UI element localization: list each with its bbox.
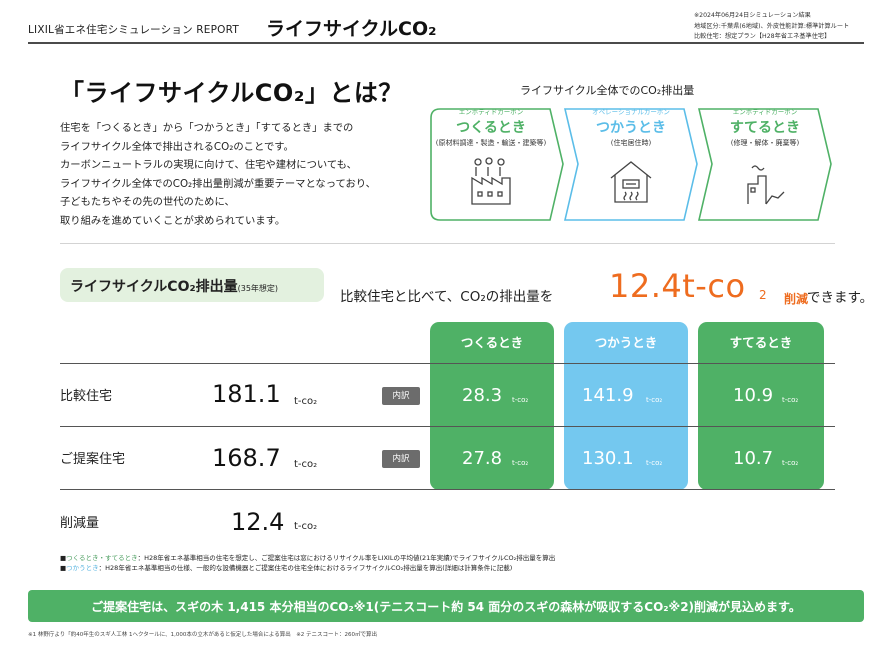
lifecycle-label-text: ライフサイクルCO₂排出量: [70, 279, 238, 295]
row-total-unit: t-co₂: [294, 396, 318, 407]
column-suteru: [698, 322, 824, 490]
breakdown-badge: 内訳: [382, 387, 420, 405]
cell-unit: t-co₂: [512, 459, 529, 467]
note-2: ■つかうとき：H28年省エネ基準相当の仕様、一般的な設備機器とご提案住宅の住宅全…: [60, 562, 512, 572]
report-meta: ※2024年06月24日シミュレーション結果 地域区分:千葉県(6地域)、外皮性…: [694, 11, 849, 43]
breakdown-badge: 内訳: [382, 450, 420, 468]
cell-unit: t-co₂: [782, 459, 799, 467]
step-name: つくるとき: [456, 120, 526, 136]
reduction-word: 削減: [784, 292, 809, 306]
step-tsukau: オペレーショナルカーボン つかうとき (住宅居住時): [564, 108, 714, 221]
cell-unit: t-co₂: [512, 396, 529, 404]
row-label: 比較住宅: [60, 389, 113, 404]
meta-date: ※2024年06月24日シミュレーション結果: [694, 12, 811, 19]
column-header: つかうとき: [594, 335, 658, 350]
intro-line: ライフサイクル全体で排出されるCO₂のことです。: [60, 140, 294, 153]
note-text: ：H28年省エネ基準相当の住宅を想定し、ご提案住宅は窓におけるリサイクル率をLI…: [137, 554, 556, 562]
section-title: 「ライフサイクルCO₂」とは？: [60, 79, 403, 107]
column-header: つくるとき: [460, 335, 524, 350]
intro-line: カーボンニュートラルの実現に向けて、住宅や建材についても、: [60, 159, 357, 171]
cell-value: 27.8: [462, 448, 503, 469]
note-1: ■つくるとき・すてるとき：H28年省エネ基準相当の住宅を想定し、ご提案住宅は窓に…: [60, 552, 555, 562]
lifecycle-label-pill: [60, 268, 324, 302]
section-divider: [60, 243, 835, 244]
summary-banner: [28, 590, 864, 622]
intro-line: 取り組みを進めていくことが求められています。: [60, 214, 286, 227]
table-rule: [60, 363, 835, 364]
footnote: ※1 林野庁より「約40年生のスギ人工林 1ヘクタールに、1,000本の立木があ…: [28, 632, 378, 638]
compare-text: 比較住宅と比べて、CO₂の排出量を: [340, 289, 554, 305]
step-suteru: エンボディドカーボン すてるとき (修理・解体・廃棄等): [698, 108, 848, 221]
column-tsukau: [564, 322, 688, 490]
intro-line: 子どもたちやその先の世代のために、: [60, 196, 235, 208]
step-tag: オペレーショナルカーボン: [592, 108, 670, 116]
report-title: ライフサイクルCO₂: [266, 18, 437, 40]
meta-compare-plan: 比較住宅：想定プラン【H28年省エネ基準住宅】: [694, 33, 831, 40]
column-tsukuru: [430, 322, 554, 490]
step-tag: エンボディドカーボン: [732, 108, 798, 116]
row-total-unit: t-co₂: [294, 521, 318, 532]
cell-unit: t-co₂: [782, 396, 799, 404]
column-header: すてるとき: [729, 335, 793, 350]
summary-tail: できます。: [807, 290, 874, 306]
cell-value: 130.1: [582, 448, 634, 469]
cell-value: 10.9: [733, 385, 774, 406]
header-divider: [28, 42, 864, 44]
row-total-unit: t-co₂: [294, 459, 318, 470]
step-arrow-shape: [698, 108, 832, 221]
flow-title: ライフサイクル全体でのCO₂排出量: [520, 84, 695, 97]
step-sub: (修理・解体・廃棄等): [730, 139, 800, 147]
note-bullet: ■: [60, 564, 67, 572]
intro-line: ライフサイクル全体でのCO₂排出量削減が重要テーマとなっており、: [60, 177, 376, 190]
lifecycle-label-note: (35年想定): [237, 284, 279, 293]
reduction-value: 12.4t-co: [609, 267, 746, 305]
note-colored: つくるとき・すてるとき: [66, 554, 138, 562]
step-arrow-shape: [564, 108, 698, 221]
reduction-total: 12.4: [231, 508, 285, 536]
step-name: つかうとき: [596, 120, 666, 136]
lifecycle-label: ライフサイクルCO₂排出量(35年想定): [70, 276, 278, 296]
cell-unit: t-co₂: [646, 396, 663, 404]
intro-text: 住宅を「つくるとき」から「つかうとき」「すてるとき」までの ライフサイクル全体で…: [60, 119, 376, 230]
intro-line: 住宅を「つくるとき」から「つかうとき」「すてるとき」までの: [60, 122, 354, 134]
cell-value: 28.3: [462, 385, 503, 406]
table-rule: [60, 426, 835, 427]
step-tag: エンボディドカーボン: [458, 108, 524, 116]
banner-text: ご提案住宅は、スギの木 1,415 本分相当のCO₂※1(テニスコート約 54 …: [91, 600, 801, 614]
cell-unit: t-co₂: [646, 459, 663, 467]
reduction-subscript: 2: [759, 288, 767, 302]
cell-value: 141.9: [582, 385, 634, 406]
step-tsukuru: エンボディドカーボン つくるとき (原材料調達・製造・輸送・建築等): [430, 108, 580, 221]
meta-region: 地域区分:千葉県(6地域)、外皮性能計算:標準計算ルート: [694, 22, 850, 30]
step-arrow-shape: [430, 108, 564, 221]
note-colored: つかうとき: [66, 564, 99, 572]
step-sub: (住宅居住時): [610, 139, 652, 147]
row-total: 168.7: [212, 444, 281, 472]
cell-value: 10.7: [733, 448, 774, 469]
note-text: ：H28年省エネ基準相当の仕様、一般的な設備機器とご提案住宅の住宅全体におけるラ…: [98, 564, 513, 572]
row-label: 削減量: [60, 516, 100, 531]
row-label: ご提案住宅: [60, 452, 126, 467]
note-bullet: ■: [60, 554, 67, 562]
brand-header: LIXIL省エネ住宅シミュレーション REPORT: [28, 24, 239, 36]
row-total: 181.1: [212, 380, 281, 408]
table-rule: [60, 489, 835, 490]
step-name: すてるとき: [729, 120, 801, 136]
step-sub: (原材料調達・製造・輸送・建築等): [435, 139, 547, 147]
